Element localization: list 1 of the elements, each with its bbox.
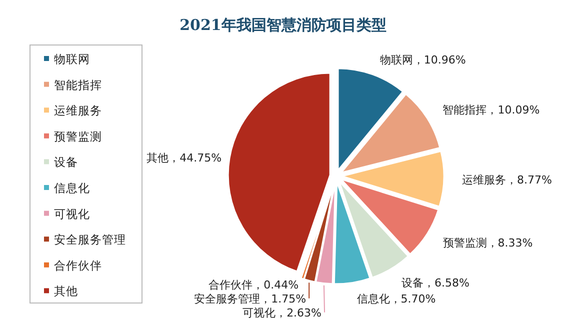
title: 2021年我国智慧消防项目类型 <box>180 16 386 34</box>
